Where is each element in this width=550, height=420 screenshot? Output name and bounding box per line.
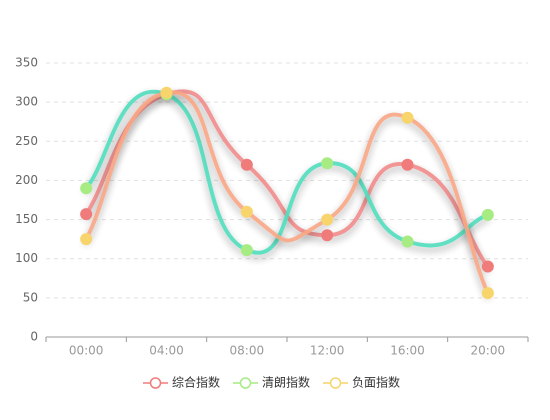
x-tick-label: 00:00 [69,344,104,358]
data-point [401,111,414,124]
data-point [481,287,494,300]
data-point [80,233,93,246]
series-line [84,89,490,269]
data-point [321,157,334,170]
legend-item[interactable]: 清朗指数 [233,375,310,390]
data-point [321,213,334,226]
data-point [240,205,253,218]
y-tick-label: 350 [15,56,38,70]
data-point [481,260,494,273]
y-tick-label: 300 [15,95,38,109]
data-point [80,208,93,221]
data-point [481,208,494,221]
data-point [401,158,414,171]
x-tick-label: 04:00 [149,344,184,358]
x-tick-label: 12:00 [310,344,345,358]
y-tick-label: 200 [15,173,38,187]
y-tick-label: 150 [15,212,38,226]
x-tick-label: 16:00 [390,344,425,358]
data-point [401,235,414,248]
legend-label: 综合指数 [172,375,220,390]
data-point [321,229,334,242]
y-tick-label: 0 [30,330,38,344]
legend-marker [149,377,162,389]
legend-item[interactable]: 综合指数 [143,375,220,390]
legend-label: 负面指数 [352,375,400,390]
y-tick-label: 100 [15,251,38,265]
y-tick-label: 250 [15,134,38,148]
data-point [240,244,253,257]
data-point [240,158,253,171]
data-point [80,182,93,195]
series-line [84,90,490,296]
data-point [160,86,173,99]
x-tick-label: 20:00 [471,344,506,358]
y-tick-label: 50 [23,290,38,304]
x-tick-label: 08:00 [230,344,265,358]
legend-marker [329,377,342,389]
legend-marker [239,377,252,389]
legend-item[interactable]: 负面指数 [323,375,400,390]
legend-label: 清朗指数 [262,375,310,390]
